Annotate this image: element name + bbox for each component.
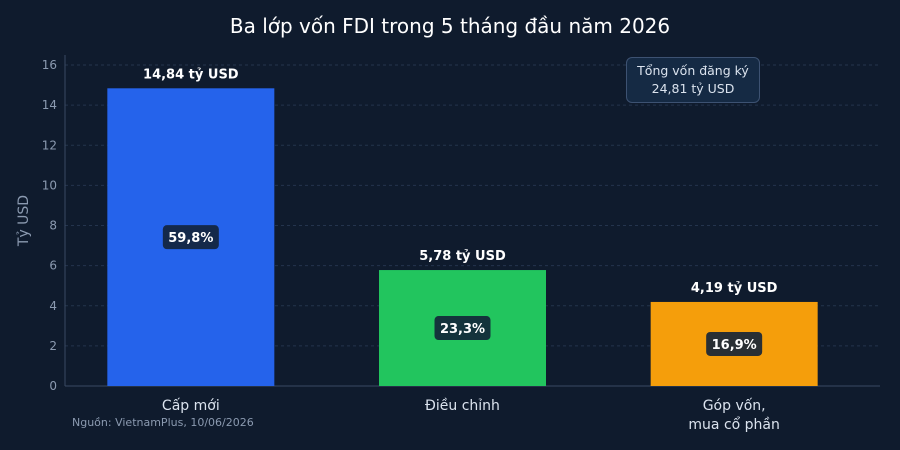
- bar-value-label: 4,19 tỷ USD: [691, 281, 778, 296]
- y-tick-label: 6: [49, 259, 57, 273]
- x-category-label: mua cổ phần: [688, 416, 779, 433]
- y-tick-label: 2: [49, 339, 57, 353]
- y-tick-label: 14: [42, 98, 57, 112]
- x-category-label: Cấp mới: [162, 398, 220, 414]
- total-annotation-label: Tổng vốn đăng ký: [637, 63, 749, 78]
- y-axis-title: Tỷ USD: [16, 195, 32, 247]
- y-tick-label: 16: [42, 58, 57, 72]
- share-label: 59,8%: [168, 231, 213, 246]
- share-badge: [434, 316, 491, 341]
- bar-value-label: 14,84 tỷ USD: [143, 67, 239, 82]
- share-label: 16,9%: [712, 338, 757, 353]
- y-tick-label: 4: [49, 299, 57, 313]
- y-tick-label: 12: [42, 138, 57, 152]
- share-badge: [706, 331, 763, 356]
- bar-value-label: 5,78 tỷ USD: [419, 249, 506, 264]
- chart-title: Ba lớp vốn FDI trong 5 tháng đầu năm 202…: [229, 14, 671, 38]
- share-badge: [162, 225, 219, 250]
- share-label: 23,3%: [440, 322, 485, 337]
- y-tick-label: 10: [42, 178, 57, 192]
- x-category-label: Góp vốn,: [703, 397, 766, 414]
- y-tick-label: 0: [49, 379, 57, 393]
- y-tick-label: 8: [49, 219, 57, 233]
- x-category-label: Điều chỉnh: [425, 397, 500, 414]
- source-note: Nguồn: VietnamPlus, 10/06/2026: [72, 416, 254, 429]
- total-annotation: Tổng vốn đăng ký 24,81 tỷ USD: [626, 57, 760, 103]
- label-layer: 14,84 tỷ USD 59,8% 5,78 tỷ USD 23,3% 4,19 tỷ…: [143, 67, 778, 356]
- axis-layer: 0 2 4 6 8 10 12 14 16 Tỷ USD Cấp mới Điều chỉnh Góp …: [16, 55, 880, 433]
- total-annotation-value: 24,81 tỷ USD: [651, 81, 735, 96]
